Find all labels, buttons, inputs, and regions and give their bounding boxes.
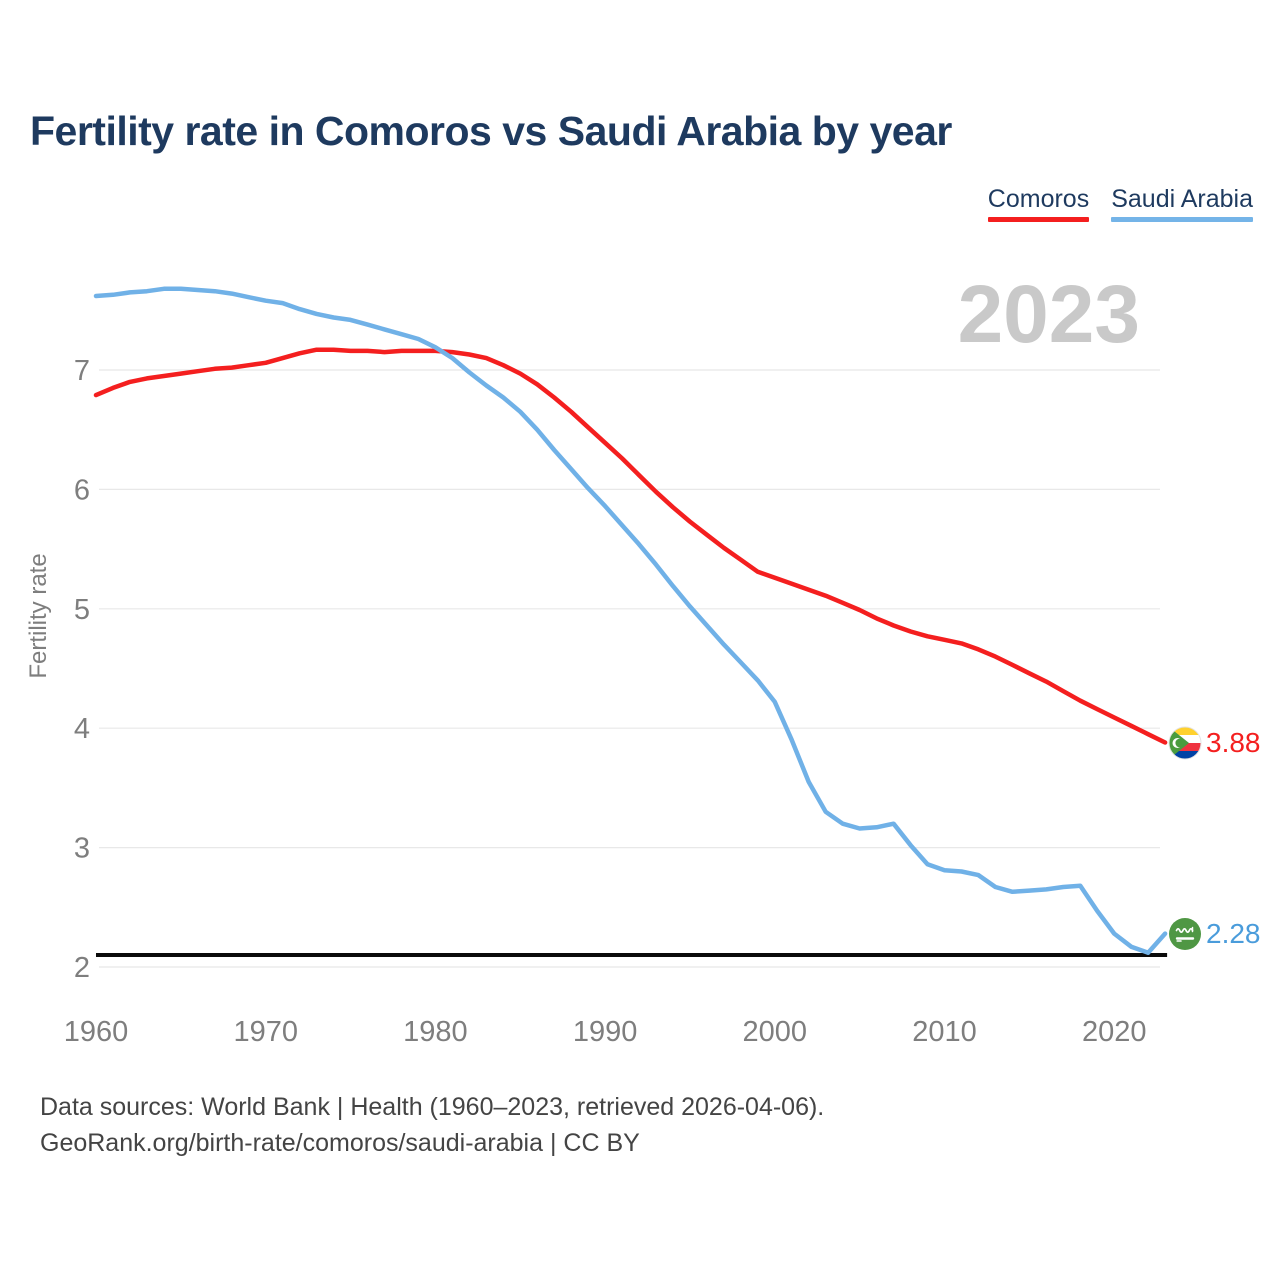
y-axis-title: Fertility rate — [25, 553, 52, 678]
y-tick-label-5: 5 — [74, 594, 90, 626]
footer: Data sources: World Bank | Health (1960–… — [40, 1090, 824, 1161]
y-tick-label-4: 4 — [74, 713, 90, 745]
x-tick-label-1980: 1980 — [403, 1016, 468, 1048]
legend-underline-comoros — [987, 216, 1090, 222]
watermark-year: 2023 — [957, 269, 1140, 360]
comoros-end-value: 3.88 — [1206, 727, 1261, 758]
legend-label-saudi-arabia: Saudi Arabia — [1111, 185, 1253, 213]
x-tick-label-2010: 2010 — [912, 1016, 977, 1048]
y-tick-label-2: 2 — [74, 952, 90, 984]
series-line-comoros[interactable] — [93, 347, 1168, 745]
y-tick-label-3: 3 — [74, 833, 90, 865]
saudi-arabia-flag-icon — [1169, 918, 1201, 950]
legend-item-comoros[interactable]: Comoros — [987, 185, 1090, 222]
page-title: Fertility rate in Comoros vs Saudi Arabi… — [30, 108, 952, 154]
legend-underline-saudi-arabia — [1111, 216, 1253, 222]
footer-attribution-line[interactable]: GeoRank.org/birth-rate/comoros/saudi-ara… — [40, 1128, 640, 1157]
x-tick-label-1970: 1970 — [233, 1016, 298, 1048]
saudi-arabia-end-value: 2.28 — [1206, 918, 1261, 949]
x-tick-label-1990: 1990 — [573, 1016, 638, 1048]
series-line-saudi-arabia[interactable] — [93, 286, 1168, 955]
x-tick-label-1960: 1960 — [64, 1016, 129, 1048]
legend-item-saudi-arabia[interactable]: Saudi Arabia — [1111, 185, 1253, 222]
y-tick-label-6: 6 — [74, 474, 90, 506]
y-tick-label-7: 7 — [74, 355, 90, 387]
footer-source-line: Data sources: World Bank | Health (1960–… — [40, 1093, 825, 1121]
x-tick-label-2020: 2020 — [1082, 1016, 1147, 1048]
legend-label-comoros: Comoros — [987, 185, 1090, 213]
legend: Comoros Saudi Arabia — [987, 185, 1253, 222]
x-tick-label-2000: 2000 — [743, 1016, 808, 1048]
comoros-flag-icon — [1168, 726, 1202, 760]
